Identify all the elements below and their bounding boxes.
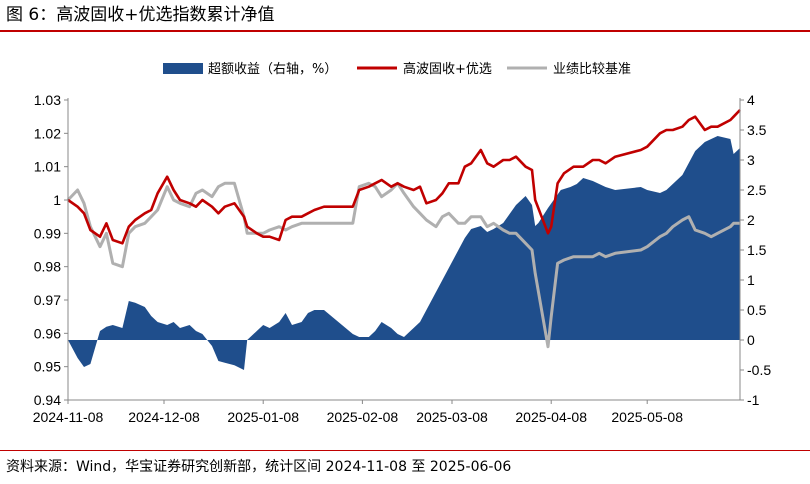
- x-tick-label: 2024-12-08: [128, 409, 200, 425]
- legend-swatch-excess-return: [163, 63, 203, 74]
- right-tick-label: 4: [747, 92, 755, 108]
- right-tick-label: -0.5: [747, 362, 771, 378]
- figure-title: 图 6：高波固收+优选指数累计净值: [6, 5, 275, 25]
- title-rule: [0, 30, 810, 32]
- right-tick-label: 2.5: [747, 182, 767, 198]
- left-tick-label: 0.98: [34, 259, 61, 275]
- right-tick-label: 3.5: [747, 122, 767, 138]
- benchmark-line: [66, 181, 740, 349]
- plot-area: [66, 109, 741, 370]
- left-tick-label: 1.03: [34, 92, 61, 108]
- right-tick-label: 0: [747, 332, 755, 348]
- left-tick-label: 1.02: [34, 125, 61, 141]
- legend: 超额收益（右轴，%） 高波固收+优选 业绩比较基准: [163, 61, 631, 77]
- x-tick-label: 2025-01-08: [227, 409, 299, 425]
- nav-line: [67, 109, 741, 245]
- right-tick-label: 2: [747, 212, 755, 228]
- right-tick-label: -1: [747, 392, 760, 408]
- footer-rule: [0, 450, 810, 451]
- left-tick-label: 0.95: [34, 359, 61, 375]
- right-tick-label: 0.5: [747, 302, 767, 318]
- source-note: 资料来源：Wind，华宝证券研究创新部，统计区间 2024-11-08 至 20…: [6, 459, 512, 475]
- left-tick-label: 0.97: [34, 292, 61, 308]
- legend-label-excess-return: 超额收益（右轴，%）: [208, 62, 337, 77]
- left-tick-label: 1: [53, 192, 61, 208]
- left-tick-label: 0.94: [34, 392, 61, 408]
- excess-return-area: [68, 136, 740, 370]
- left-tick-label: 0.96: [34, 325, 61, 341]
- legend-label-benchmark: 业绩比较基准: [553, 62, 631, 77]
- x-tick-label: 2025-05-08: [611, 409, 683, 425]
- right-tick-label: 3: [747, 152, 755, 168]
- right-tick-label: 1.5: [747, 242, 767, 258]
- x-tick-label: 2025-03-08: [416, 409, 488, 425]
- axes: 0.94 0.95 0.96 0.97 0.98 0.99 1 1.01 1.02 1.03 -1 -…: [33, 92, 772, 425]
- x-tick-label: 2025-04-08: [515, 409, 587, 425]
- right-tick-label: 1: [747, 272, 755, 288]
- left-tick-label: 1.01: [34, 159, 61, 175]
- legend-label-nav: 高波固收+优选: [403, 61, 492, 77]
- x-tick-label: 2024-11-08: [33, 409, 104, 425]
- left-tick-label: 0.99: [34, 225, 61, 241]
- x-tick-label: 2025-02-08: [327, 409, 399, 425]
